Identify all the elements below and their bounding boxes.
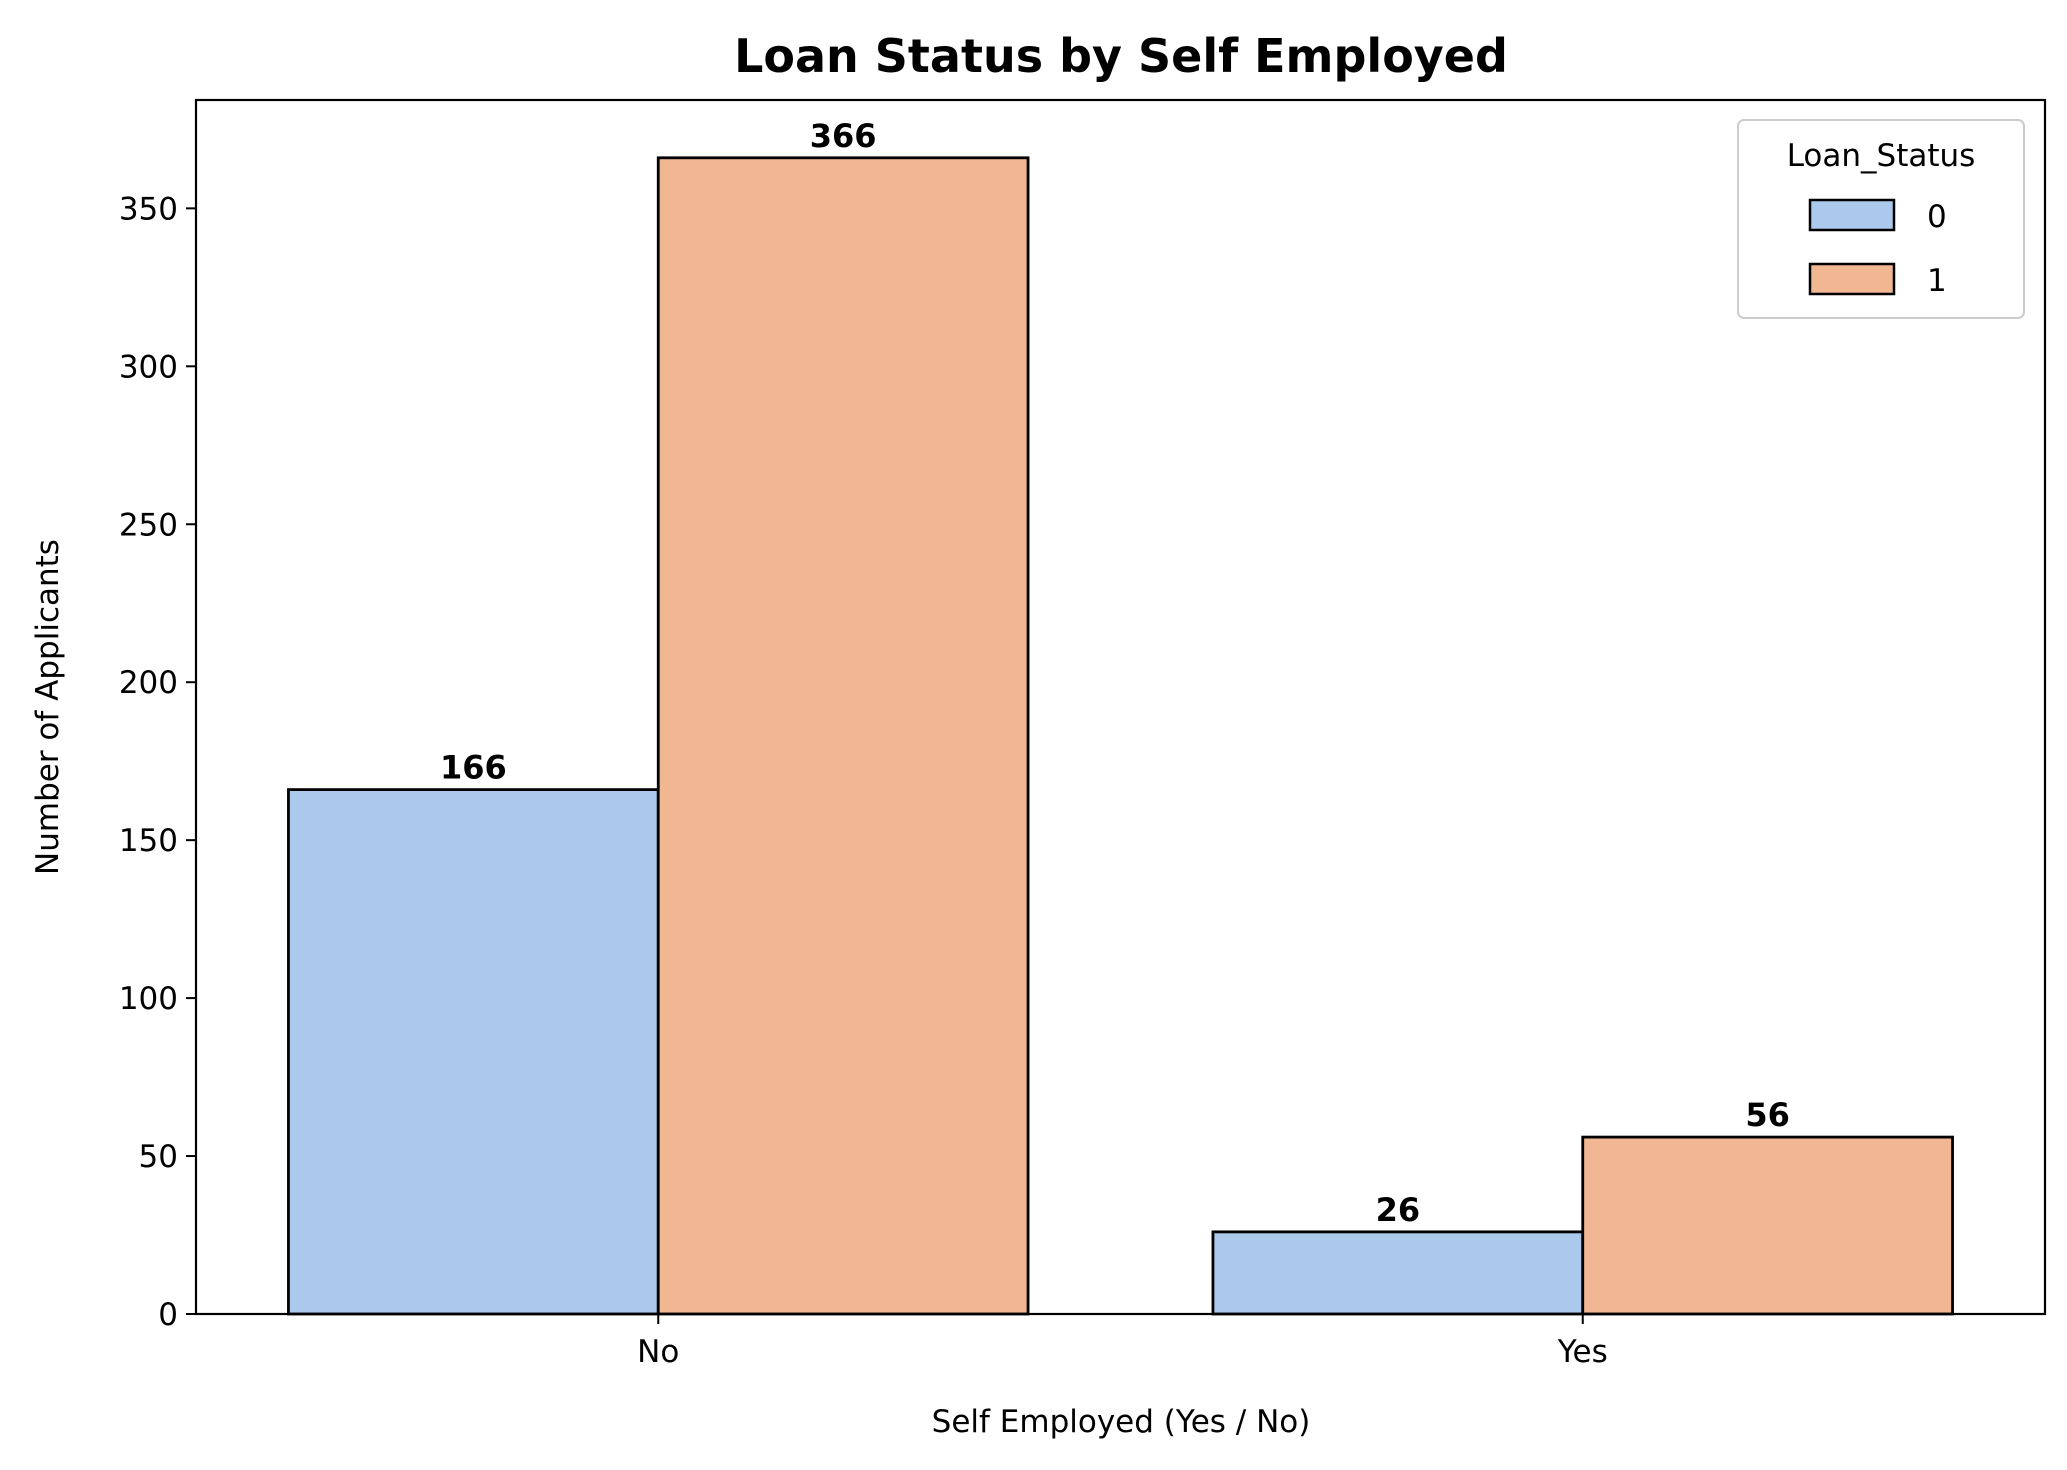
y-tick-label-150: 150 [119, 823, 178, 859]
y-tick-label-100: 100 [119, 981, 178, 1017]
bar-yes-series-1 [1581, 1135, 1954, 1316]
axes-layer: 0 50 100 150 200 250 300 350 No Yes [119, 98, 2047, 1370]
bar-no-series-0 [287, 788, 660, 1316]
y-tick-label-200: 200 [119, 665, 178, 701]
value-label-no-series-0: 166 [440, 749, 507, 787]
axes-frame [194, 98, 2047, 1316]
legend-swatch-1 [1808, 262, 1896, 296]
x-tick-label-yes: Yes [1557, 1334, 1608, 1370]
bar-no-series-1 [656, 156, 1030, 1316]
bars-layer [287, 156, 1954, 1316]
legend-label-0: 0 [1927, 199, 1947, 235]
value-label-no-series-1: 366 [810, 117, 877, 155]
y-tick-label-300: 300 [119, 349, 178, 385]
y-tick-label-250: 250 [119, 507, 178, 543]
y-tick-label-0: 0 [158, 1297, 178, 1333]
legend-title: Loan_Status [1787, 138, 1976, 174]
x-tick-label-no: No [637, 1334, 679, 1370]
x-axis-label: Self Employed (Yes / No) [932, 1404, 1311, 1440]
bar-yes-series-0 [1211, 1230, 1585, 1316]
value-label-yes-series-0: 26 [1376, 1191, 1421, 1229]
chart-title: Loan Status by Self Employed [734, 29, 1508, 83]
y-tick-label-50: 50 [139, 1139, 178, 1175]
legend: Loan_Status 0 1 [1737, 119, 2025, 319]
legend-label-1: 1 [1927, 263, 1947, 299]
value-label-yes-series-1: 56 [1745, 1096, 1790, 1134]
y-axis-label: Number of Applicants [30, 539, 66, 875]
y-tick-label-350: 350 [119, 191, 178, 227]
value-labels-layer: 166 26 366 56 [440, 117, 1790, 1229]
legend-swatch-0 [1808, 198, 1896, 232]
